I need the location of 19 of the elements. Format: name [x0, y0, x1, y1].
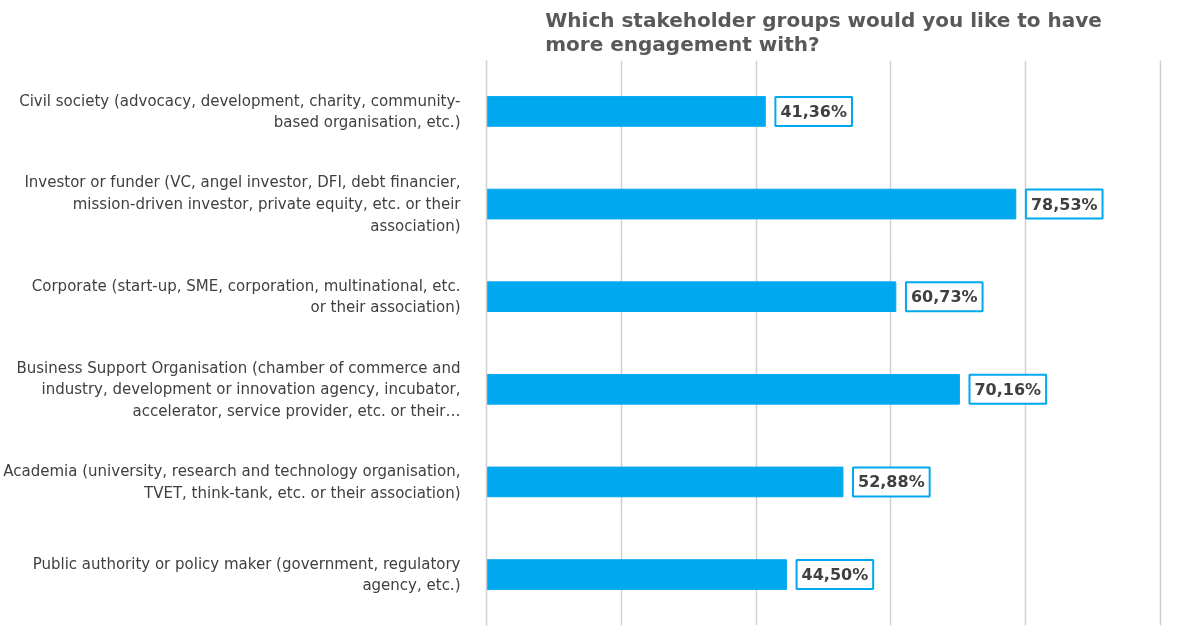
y-tick-label: Academia (university, research and technology organisation, TVET, think-tank, etc. or their association) — [3, 462, 461, 502]
data-label: 41,36% — [780, 101, 848, 121]
y-tick-label: Corporate (start-up, SME, corporation, multinational, etc. or their association) — [31, 276, 461, 317]
bar — [486, 96, 766, 127]
bar — [486, 188, 1017, 220]
y-tick-label: Business Support Organisation (chamber of commerce and industry, development or innovation agency, incubator, accelerator, service provider, etc. or their… — [16, 358, 461, 420]
data-label: 52,88% — [858, 472, 925, 492]
data-label: 44,50% — [801, 565, 869, 585]
data-label: 60,73% — [910, 287, 978, 307]
bar — [486, 373, 960, 405]
bar — [486, 466, 844, 498]
bar — [486, 559, 787, 590]
chart-title: Which stakeholder groups would you like to have more engagement with? — [545, 7, 1102, 56]
y-tick-label: Civil society (advocacy, development, charity, community-based organisation, etc.) — [19, 91, 461, 132]
y-tick-label: Public authority or policy maker (government, regulatory agency, etc.) — [32, 554, 461, 595]
bar — [486, 281, 897, 313]
data-label: 70,16% — [974, 379, 1042, 399]
y-tick-label: Investor or funder (VC, angel investor, DFI, debt financier, mission-driven investor, private equity, etc. or their association) — [24, 173, 462, 235]
data-label: 78,53% — [1030, 194, 1098, 214]
